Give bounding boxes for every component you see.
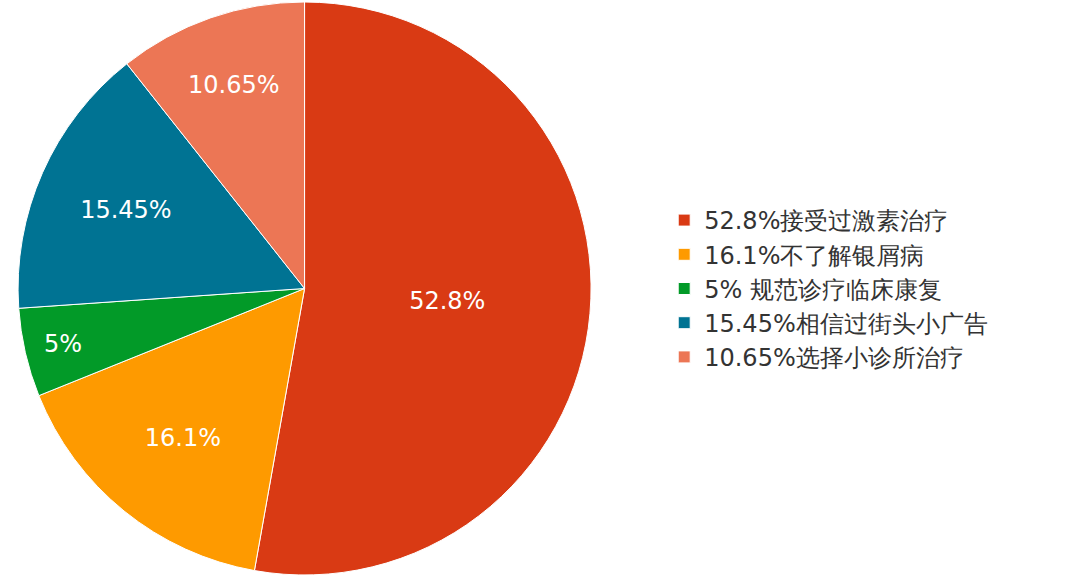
svg-text:10.65%选择小诊所治疗: 10.65%选择小诊所治疗: [704, 344, 964, 372]
svg-text:52.8%接受过激素治疗: 52.8%接受过激素治疗: [704, 207, 948, 235]
svg-text:16.1%不了解银屑病: 16.1%不了解银屑病: [704, 242, 924, 270]
svg-text:5% 规范诊疗临床康复: 5% 规范诊疗临床康复: [704, 276, 942, 304]
svg-text:10.65%: 10.65%: [188, 71, 280, 99]
svg-text:16.1%: 16.1%: [145, 424, 221, 452]
svg-text:15.45%: 15.45%: [80, 196, 172, 224]
svg-text:5%: 5%: [44, 330, 82, 358]
svg-text:52.8%: 52.8%: [409, 287, 485, 315]
svg-text:15.45%相信过街头小广告: 15.45%相信过街头小广告: [704, 310, 988, 338]
